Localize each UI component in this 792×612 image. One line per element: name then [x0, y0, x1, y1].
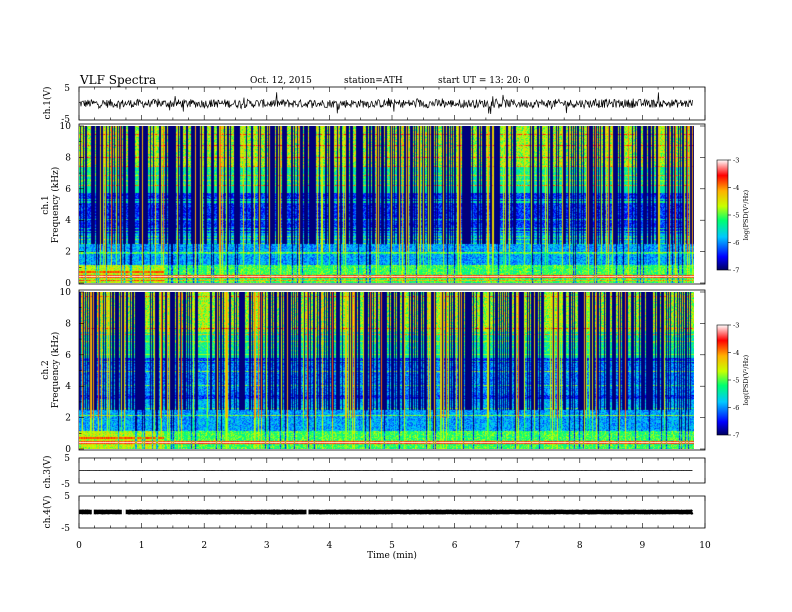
colorbar-tick-label: -7 — [733, 432, 739, 440]
colorbar-tick-label: -3 — [733, 157, 739, 165]
colorbar-tick-label: -7 — [733, 267, 739, 275]
ch1-waveform-trace — [79, 92, 693, 115]
y-tick-label: 2 — [65, 248, 71, 258]
waveform-line — [79, 92, 693, 115]
ch2-spec-y-axis-label: Frequency (kHz) — [50, 332, 61, 409]
station-label: station=ATH — [344, 76, 403, 86]
panel-ch1-waveform: 5 -5 ch.1(V) — [42, 84, 706, 125]
trace-gap — [306, 509, 309, 515]
y-tick-label: 10 — [60, 288, 72, 298]
x-tick-label: 1 — [139, 541, 145, 551]
panel-ch4-waveform: 5 -5 ch.4(V) — [42, 492, 706, 534]
ch1-spec-y-axis-label: Frequency (kHz) — [50, 167, 61, 244]
panel-ch3-waveform: 5 -5 ch.3(V) — [42, 454, 706, 490]
y-tick-label: 4 — [65, 216, 71, 226]
ch4-x-ticks — [78, 496, 706, 528]
trace-gap — [123, 509, 126, 515]
x-tick-label: 7 — [514, 541, 520, 551]
y-tick-label: 8 — [65, 319, 71, 329]
ch3-ytick-top: 5 — [64, 454, 70, 464]
ch1-ytick-top: 5 — [64, 84, 70, 94]
y-tick-label: 4 — [65, 382, 71, 392]
colorbar-tick-label: -6 — [733, 239, 739, 247]
x-tick-label: 4 — [327, 541, 333, 551]
figure-title: VLF Spectra — [79, 73, 156, 87]
ch4-waveform-trace — [79, 509, 694, 515]
y-tick-label: 6 — [65, 185, 71, 195]
ch1-ytick-bottom: -5 — [61, 115, 70, 125]
x-axis-label: Time (min) — [367, 550, 417, 561]
x-tick-label: 2 — [201, 541, 207, 551]
x-tick-label: 8 — [577, 541, 583, 551]
ch2-colorbar-label: log(PSD(V²/Hz) — [742, 354, 750, 405]
ch2-colorbar-gradient — [716, 324, 729, 436]
x-tick-label: 3 — [264, 541, 270, 551]
colorbar-tick-label: -6 — [733, 404, 739, 412]
x-axis-tick-labels: 0 1 2 3 4 5 6 7 8 9 10 — [76, 541, 711, 551]
trace-gap — [121, 509, 124, 515]
panel-ch1-spectrogram: 0 2 4 6 8 10 ch.1 Frequency (kHz) -3 -4 -5 -6 -7 … — [41, 122, 750, 289]
ch4-ytick-top: 5 — [64, 492, 70, 502]
y-tick-label: 6 — [65, 351, 71, 361]
colorbar-tick-label: -5 — [733, 377, 739, 385]
colorbar-tick-label: -4 — [733, 184, 739, 192]
date-label: Oct. 12, 2015 — [250, 76, 312, 86]
x-tick-label: 10 — [699, 541, 711, 551]
ch1-colorbar-gradient — [716, 159, 729, 271]
ch2-spec-y-ticks: 0 2 4 6 8 10 — [60, 288, 705, 455]
x-tick-label: 5 — [389, 541, 395, 551]
ch3-ytick-bottom: -5 — [61, 480, 70, 490]
y-tick-label: 8 — [65, 153, 71, 163]
y-tick-label: 0 — [65, 279, 71, 289]
ch3-y-axis-label: ch.3(V) — [42, 456, 53, 489]
ch2-spec-channel-label: ch.2 — [41, 360, 51, 379]
ch3-x-ticks — [78, 458, 706, 483]
x-tick-label: 9 — [640, 541, 646, 551]
trace-gap — [91, 509, 94, 515]
ch4-ytick-bottom: -5 — [61, 524, 70, 534]
ch1-spec-channel-label: ch.1 — [41, 195, 51, 214]
x-tick-label: 0 — [76, 541, 82, 551]
y-tick-label: 10 — [60, 122, 72, 132]
y-tick-label: 2 — [65, 414, 71, 424]
y-tick-label: 0 — [65, 445, 71, 455]
colorbar-tick-label: -4 — [733, 349, 739, 357]
ch1-colorbar: -3 -4 -5 -6 -7 log(PSD(V²/Hz) — [716, 157, 750, 275]
panel-ch2-spectrogram: 0 2 4 6 8 10 ch.2 Frequency (kHz) -3 -4 -5 -6 -7 … — [41, 288, 750, 455]
colorbar-tick-label: -3 — [733, 322, 739, 330]
ch2-colorbar: -3 -4 -5 -6 -7 log(PSD(V²/Hz) — [716, 322, 750, 440]
x-tick-label: 6 — [452, 541, 458, 551]
ch4-y-axis-label: ch.4(V) — [42, 496, 53, 529]
ch2-spectrogram-heatmap — [79, 292, 694, 449]
ch1-x-ticks — [78, 87, 706, 120]
start-time-label: start UT = 13: 20: 0 — [438, 76, 530, 86]
colorbar-tick-label: -5 — [733, 212, 739, 220]
ch1-colorbar-label: log(PSD(V²/Hz) — [742, 189, 750, 240]
ch1-y-axis-label: ch.1(V) — [42, 87, 53, 120]
ch1-spectrogram-heatmap — [79, 126, 694, 283]
ch1-spec-y-ticks: 0 2 4 6 8 10 — [60, 122, 705, 289]
